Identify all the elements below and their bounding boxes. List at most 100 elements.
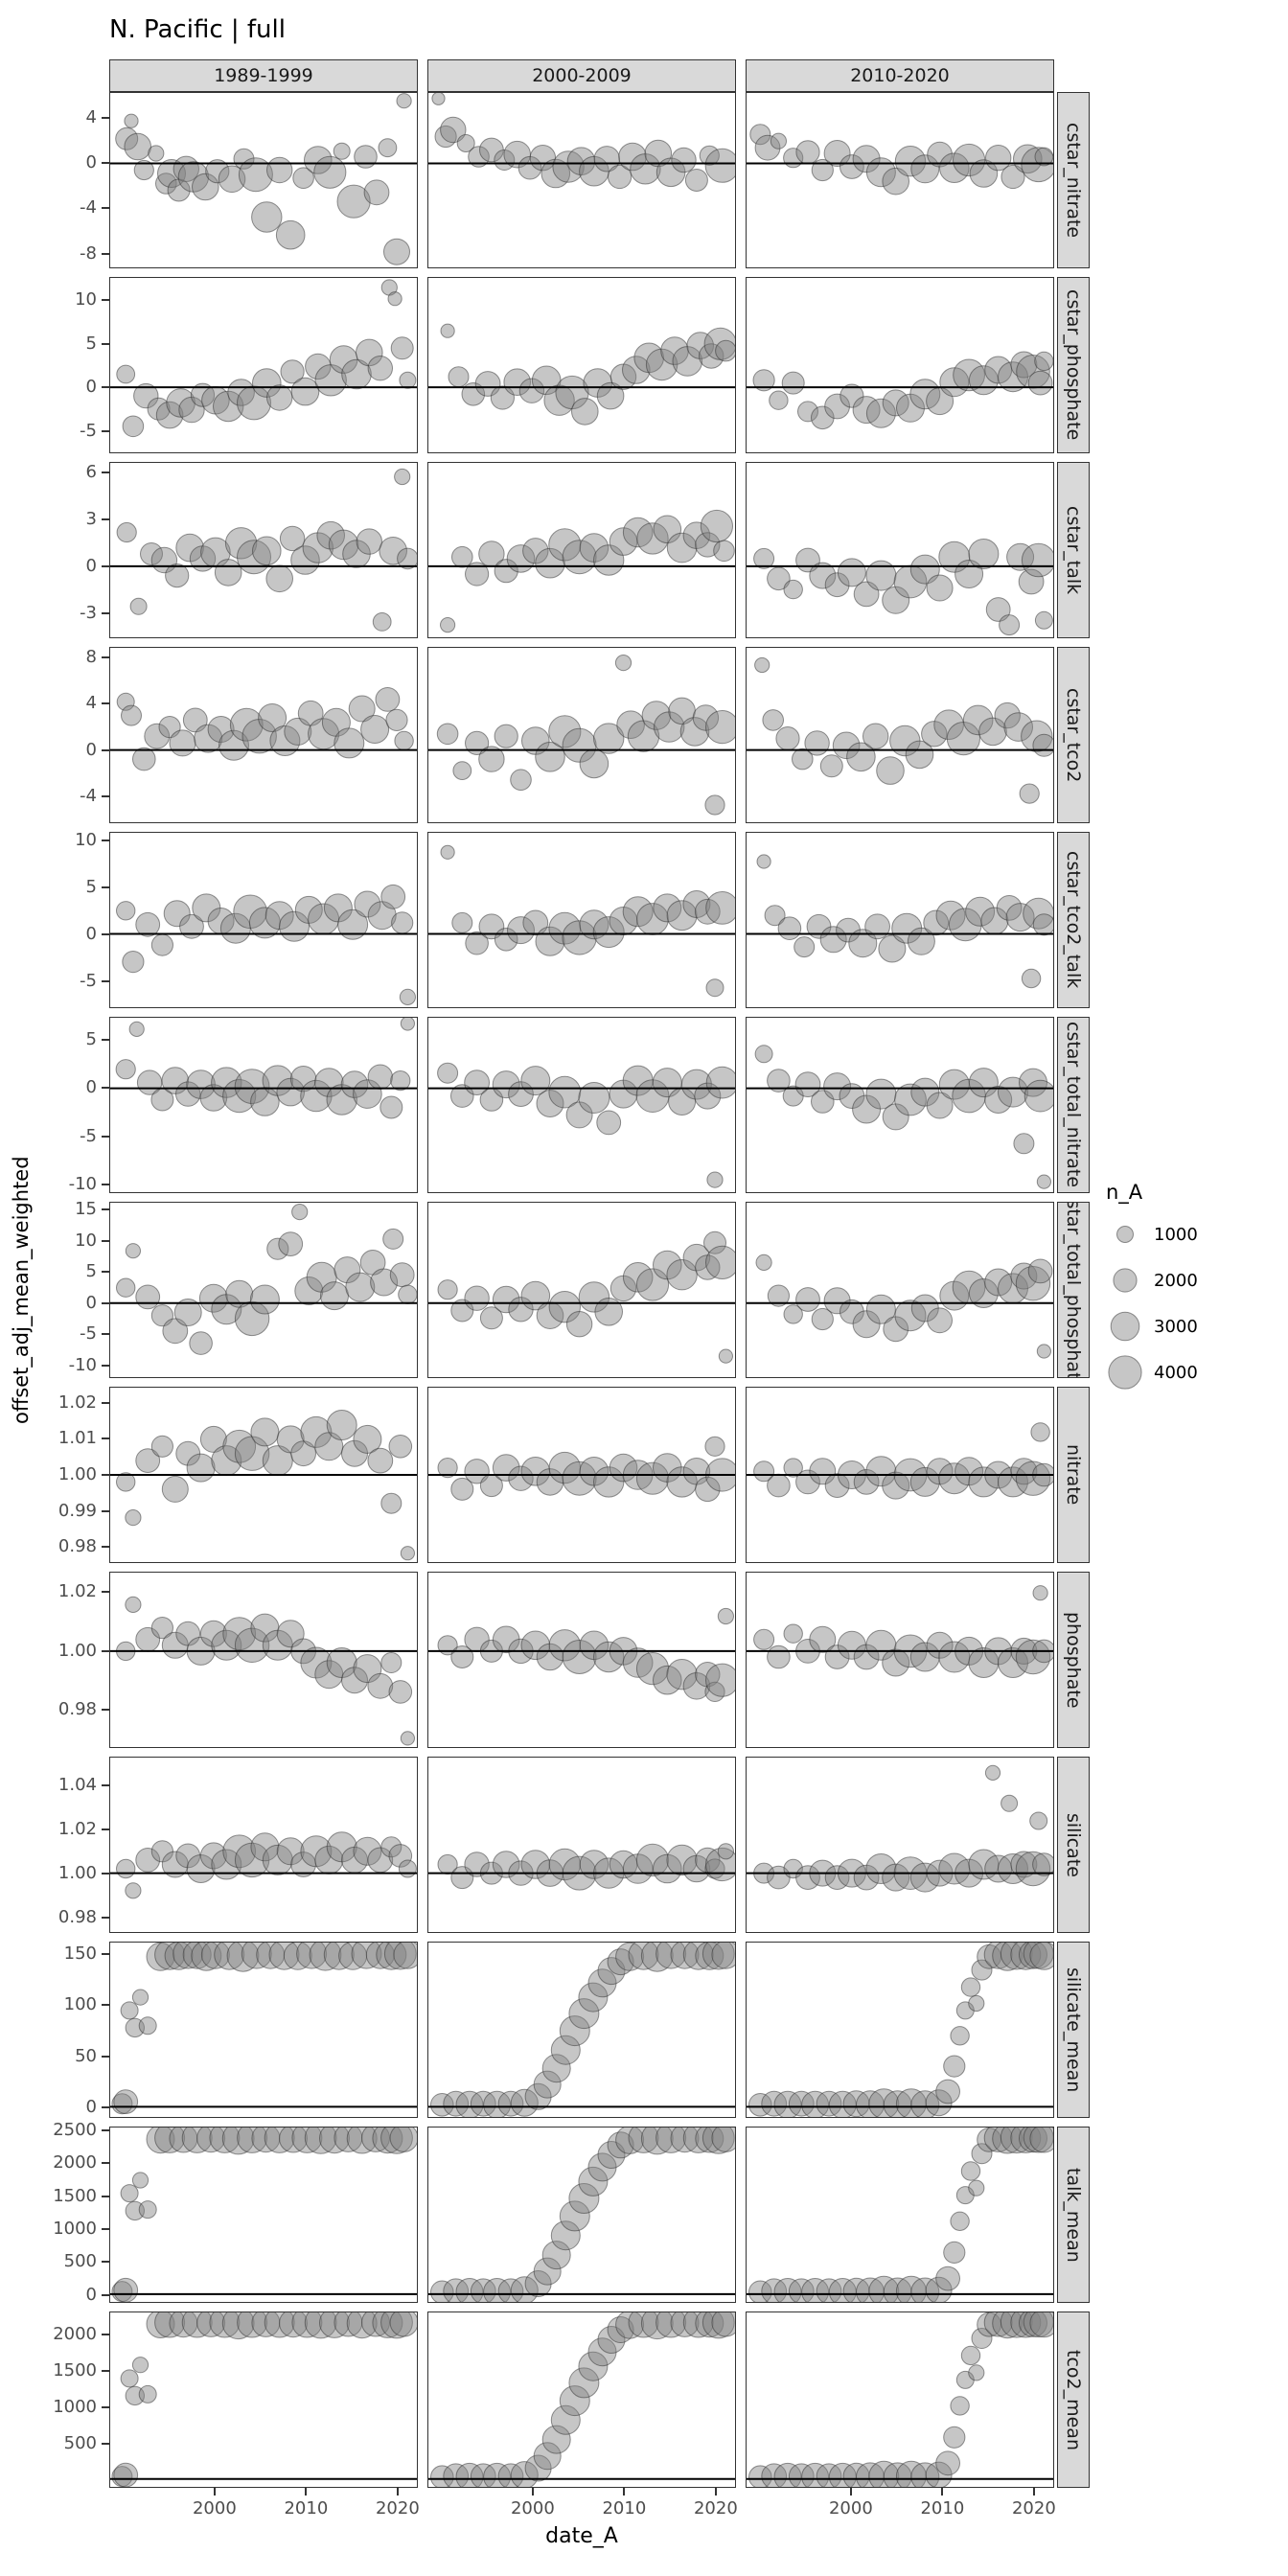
data-point [540, 158, 571, 189]
col-facet-strip: 1989-1999 [109, 59, 418, 92]
data-point [943, 2055, 966, 2078]
data-point [150, 1617, 174, 1640]
data-point [189, 1331, 213, 1355]
data-point [492, 1851, 520, 1878]
y-tick-label: 5 [85, 333, 97, 354]
data-point [387, 291, 402, 307]
data-point [968, 1278, 999, 1308]
data-point [289, 1066, 317, 1092]
facet-panel [746, 1757, 1054, 1933]
data-point [120, 2369, 139, 2388]
data-point [559, 2385, 590, 2417]
data-point [1010, 351, 1038, 379]
data-point [278, 1231, 304, 1256]
data-point [345, 1272, 376, 1302]
y-tick-mark [102, 1474, 109, 1476]
data-point [291, 2128, 323, 2153]
facet-panel [427, 1017, 736, 1193]
data-point [1021, 542, 1053, 578]
data-point [222, 1429, 257, 1463]
data-point [996, 895, 1023, 921]
data-point [592, 916, 625, 949]
data-point [150, 1435, 174, 1458]
data-point [559, 2015, 590, 2047]
data-point [121, 704, 142, 726]
data-point [300, 1415, 333, 1448]
data-point [622, 356, 651, 384]
data-point [400, 1018, 415, 1031]
legend-key-circle [1108, 1355, 1142, 1390]
data-point [1000, 164, 1025, 190]
y-tick-label: -4 [80, 786, 97, 807]
data-point [238, 157, 273, 193]
x-tick-label: 2020 [375, 2498, 420, 2518]
panel-plot [747, 1943, 1053, 2117]
data-point [653, 515, 682, 544]
y-tick-label: -8 [80, 242, 97, 264]
data-point [753, 1628, 775, 1650]
y-tick-label: 1.02 [58, 1581, 97, 1602]
data-point [116, 521, 137, 543]
y-axis-gutter: 2500 2000 1500 1000 500 0 [42, 2122, 109, 2303]
data-point [138, 2200, 157, 2220]
facet-panel [109, 1942, 418, 2118]
y-tick-mark [102, 611, 109, 614]
y-tick-label: 0 [85, 739, 97, 760]
facet-panel [109, 1202, 418, 1378]
legend-key-plot [1113, 1268, 1138, 1293]
data-point [809, 1625, 837, 1653]
data-point [615, 2128, 645, 2154]
data-point [280, 359, 305, 384]
facet-panel [427, 462, 736, 638]
data-point [753, 547, 775, 569]
y-tick-label: 6 [85, 462, 97, 483]
data-point [614, 655, 632, 672]
data-point [950, 2026, 970, 2046]
data-point [455, 2090, 484, 2117]
panel-plot [747, 351, 1053, 430]
y-tick-mark [102, 252, 109, 255]
y-tick-label: 0.99 [58, 1500, 97, 1521]
data-point [440, 116, 467, 144]
y-tick-label: 500 [63, 2432, 97, 2453]
data-point [670, 1943, 700, 1969]
y-tick-label: 0 [85, 1292, 97, 1313]
data-point [304, 2128, 337, 2154]
data-point [385, 708, 408, 732]
data-point [161, 1851, 189, 1878]
data-point [666, 532, 698, 564]
data-point [950, 2211, 970, 2232]
data-point [579, 1850, 610, 1879]
data-point [309, 1943, 342, 1971]
data-point [1010, 1458, 1038, 1485]
data-point [748, 2465, 772, 2487]
data-point [131, 2172, 150, 2189]
data-point [116, 901, 136, 921]
data-point [120, 2001, 139, 2020]
data-point [607, 2131, 634, 2159]
data-point [186, 1453, 216, 1483]
data-point [960, 2345, 981, 2366]
y-tick-mark [102, 2195, 109, 2197]
data-point [943, 2426, 966, 2449]
data-point [754, 134, 781, 161]
facet-row: 2500 2000 1500 1000 500 0 talk_mean [8, 2122, 1092, 2303]
data-point [367, 1064, 393, 1090]
facet-panel [746, 1387, 1054, 1563]
x-tick-mark [213, 2488, 216, 2496]
x-axis-cell: 2000 2010 2020 [746, 2488, 1056, 2522]
data-point [337, 908, 369, 940]
data-point [380, 2312, 413, 2339]
data-point [522, 909, 549, 936]
data-point [562, 727, 597, 763]
data-point [950, 2396, 970, 2416]
row-facet-strip: silicate_mean [1057, 1942, 1090, 2118]
data-point [933, 709, 964, 740]
data-point [704, 1436, 725, 1457]
data-point [767, 566, 791, 591]
data-point [562, 920, 597, 955]
data-point [876, 756, 905, 785]
data-point [824, 572, 850, 598]
x-tick-label: 2020 [693, 2498, 738, 2518]
data-point [479, 1306, 503, 1330]
